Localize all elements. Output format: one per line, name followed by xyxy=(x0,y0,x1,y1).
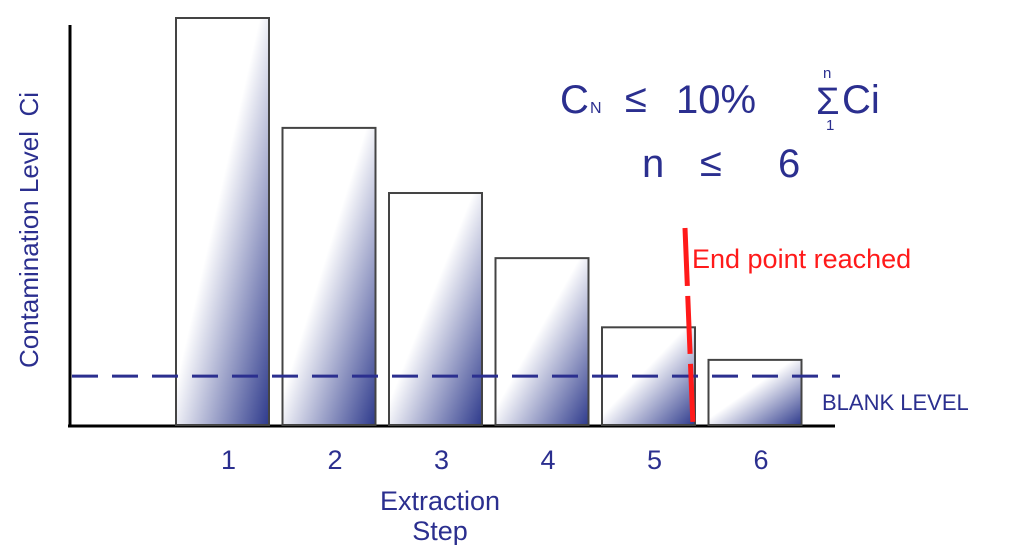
end-point-line xyxy=(682,227,696,427)
x-tick-label-5: 5 xyxy=(647,445,662,475)
bar-step-2 xyxy=(281,126,377,426)
formula-sigma-upper: n xyxy=(823,65,831,82)
end-point-label: End point reached xyxy=(692,244,911,274)
formula-c: C xyxy=(560,78,589,122)
x-axis-title-line2: Step xyxy=(412,516,468,545)
bar-step-3 xyxy=(388,192,483,426)
bar-step-4 xyxy=(494,257,590,426)
blank-level-label: BLANK LEVEL xyxy=(822,390,969,415)
y-axis-title: Contamination Level Ci xyxy=(14,92,44,368)
formula-n: n xyxy=(642,142,664,186)
formula-sigma-lower: 1 xyxy=(826,117,834,134)
x-tick-label-4: 4 xyxy=(540,445,555,475)
formula-ci: Ci xyxy=(842,78,880,122)
x-tick-label-1: 1 xyxy=(221,445,236,475)
formula-sub-n: N xyxy=(590,100,602,117)
x-axis-title-line1: Extraction xyxy=(380,486,500,516)
x-tick-label-3: 3 xyxy=(434,445,449,475)
formula-percent: 10% xyxy=(676,78,756,122)
formula: C N ≤ 10% Σ n 1 Ci n ≤ 6 xyxy=(560,65,880,186)
bar-step-6 xyxy=(707,358,803,427)
formula-le-1: ≤ xyxy=(625,77,647,121)
x-tick-label-2: 2 xyxy=(327,445,342,475)
formula-six: 6 xyxy=(778,142,800,186)
x-tick-label-6: 6 xyxy=(753,445,768,475)
formula-le-2: ≤ xyxy=(700,141,722,185)
x-tick-labels: 1 2 3 4 5 6 xyxy=(221,445,769,475)
formula-sigma: Σ xyxy=(816,81,840,123)
bar-step-1 xyxy=(175,17,270,426)
